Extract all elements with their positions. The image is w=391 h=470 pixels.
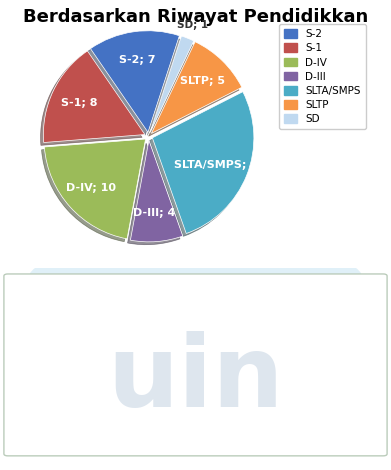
Wedge shape xyxy=(130,141,183,242)
Text: SLTA/SMPS; 13: SLTA/SMPS; 13 xyxy=(174,160,266,170)
Wedge shape xyxy=(150,36,194,133)
Text: D-IV; 10: D-IV; 10 xyxy=(66,183,116,193)
Text: SD; 1: SD; 1 xyxy=(178,20,208,30)
Text: S-1; 8: S-1; 8 xyxy=(61,98,97,108)
Text: uin: uin xyxy=(107,330,284,428)
Text: D-III; 4: D-III; 4 xyxy=(133,208,176,218)
Wedge shape xyxy=(43,51,145,142)
Legend: S-2, S-1, D-IV, D-III, SLTA/SMPS, SLTP, SD: S-2, S-1, D-IV, D-III, SLTA/SMPS, SLTP, … xyxy=(279,24,366,129)
FancyBboxPatch shape xyxy=(4,274,387,456)
Text: Berdasarkan Riwayat Pendidikkan: Berdasarkan Riwayat Pendidikkan xyxy=(23,8,368,26)
Ellipse shape xyxy=(29,243,362,313)
Wedge shape xyxy=(90,31,179,132)
Wedge shape xyxy=(151,42,242,133)
Text: SLTP; 5: SLTP; 5 xyxy=(180,76,225,86)
Wedge shape xyxy=(44,139,145,239)
Wedge shape xyxy=(152,92,254,234)
Text: S-2; 7: S-2; 7 xyxy=(119,55,156,65)
